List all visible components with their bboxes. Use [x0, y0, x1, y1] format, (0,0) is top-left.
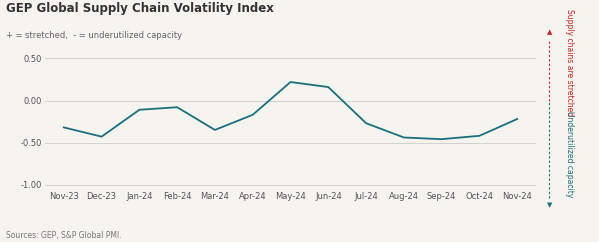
- Text: Supply chains are stretched: Supply chains are stretched: [564, 9, 574, 116]
- Text: Underutilized capacity: Underutilized capacity: [564, 111, 574, 197]
- Text: GEP Global Supply Chain Volatility Index: GEP Global Supply Chain Volatility Index: [6, 2, 274, 15]
- Text: ▲: ▲: [547, 29, 552, 35]
- Text: ▼: ▼: [547, 202, 552, 208]
- Text: + = stretched,  - = underutilized capacity: + = stretched, - = underutilized capacit…: [6, 31, 182, 40]
- Text: Sources: GEP, S&P Global PMI.: Sources: GEP, S&P Global PMI.: [6, 231, 122, 240]
